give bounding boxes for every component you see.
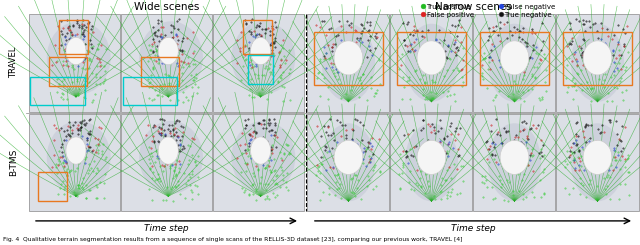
Ellipse shape [139,121,203,194]
Ellipse shape [250,37,271,65]
Bar [213,14,305,111]
Text: Wide scenes: Wide scenes [134,2,199,12]
Ellipse shape [232,121,295,194]
Bar [123,77,177,105]
Text: B-TMS: B-TMS [10,148,19,176]
Ellipse shape [322,24,375,102]
Bar [121,14,212,111]
Ellipse shape [500,140,529,174]
Ellipse shape [571,123,624,201]
Bar [557,113,639,211]
Bar [29,14,120,111]
Ellipse shape [250,137,271,164]
Bar [213,113,305,211]
Ellipse shape [334,140,363,174]
Bar [314,32,383,85]
Bar [248,55,273,84]
Ellipse shape [488,123,541,201]
Bar [49,57,87,86]
Bar [243,20,273,54]
Text: Time step: Time step [144,224,189,233]
Ellipse shape [488,24,541,102]
Bar [59,20,88,54]
Ellipse shape [232,21,295,94]
Text: Time step: Time step [451,224,495,233]
Text: Fig. 4  Qualitative terrain segmentation results from a sequence of single scans: Fig. 4 Qualitative terrain segmentation … [3,237,463,242]
Ellipse shape [158,137,179,164]
Bar [29,113,120,211]
Ellipse shape [47,21,111,94]
Ellipse shape [404,123,458,201]
Text: TRAVEL: TRAVEL [10,47,19,78]
Text: Narrow scenes: Narrow scenes [435,2,511,12]
Ellipse shape [417,41,446,75]
Bar [557,14,639,111]
Bar [390,113,472,211]
Text: False negative: False negative [504,3,555,10]
Bar [141,57,179,86]
Ellipse shape [322,123,375,201]
Ellipse shape [583,41,612,75]
Bar [474,113,556,211]
Bar [38,172,67,201]
Ellipse shape [47,121,111,194]
Bar [121,113,212,211]
Bar [480,32,549,85]
Ellipse shape [334,41,363,75]
Ellipse shape [571,24,624,102]
Ellipse shape [158,37,179,65]
Bar [307,113,389,211]
Bar [30,77,85,105]
Ellipse shape [66,137,86,164]
Text: False positive: False positive [426,12,474,17]
Ellipse shape [417,140,446,174]
Bar [397,32,466,85]
Ellipse shape [404,24,458,102]
Ellipse shape [500,41,529,75]
Text: True positive: True positive [426,3,471,10]
Bar [390,14,472,111]
Text: True negative: True negative [504,12,552,17]
Bar [307,14,389,111]
Ellipse shape [139,21,203,94]
Bar [474,14,556,111]
Ellipse shape [66,37,86,65]
Bar [563,32,632,85]
Ellipse shape [583,140,612,174]
